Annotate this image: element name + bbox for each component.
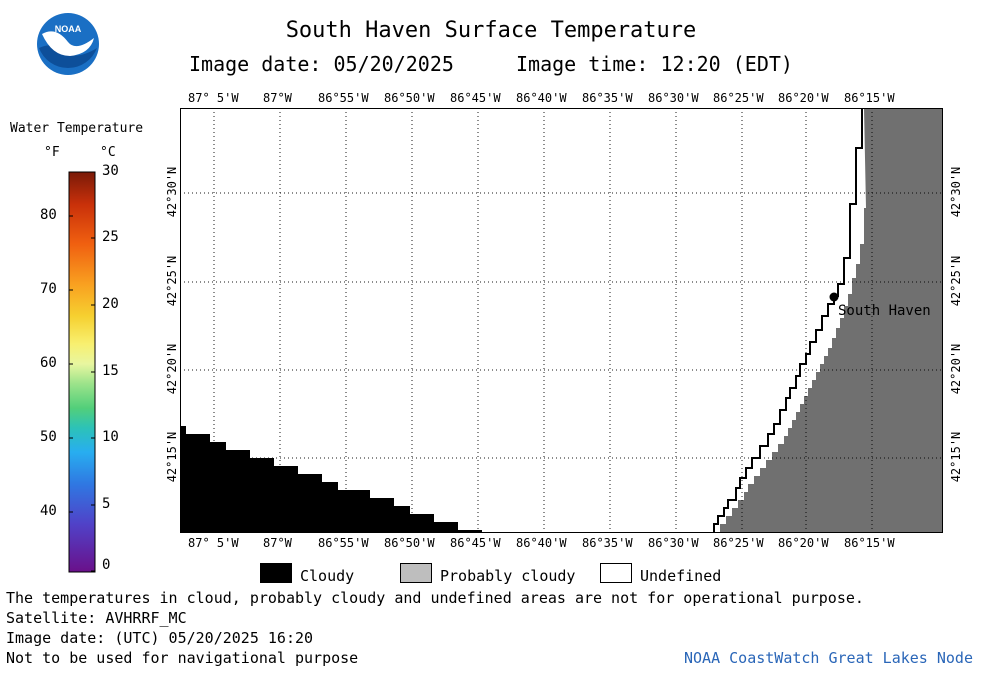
satellite-text: Satellite: AVHRRF_MC xyxy=(6,609,187,627)
cloudy-label: Cloudy xyxy=(300,567,355,585)
longitude-label: 86°30'W xyxy=(648,91,699,105)
longitude-label: 86°50'W xyxy=(384,91,435,105)
undefined-label: Undefined xyxy=(640,567,722,585)
latitude-label: 42°30'N xyxy=(949,166,963,218)
longitude-label: 87° 5'W xyxy=(188,536,239,550)
longitude-label: 86°45'W xyxy=(450,536,501,550)
nav-warning-text: Not to be used for navigational purpose xyxy=(6,649,359,667)
celsius-tick: 25 xyxy=(102,229,119,245)
longitude-label: 87°W xyxy=(263,91,292,105)
longitude-label: 86°55'W xyxy=(318,91,369,105)
celsius-tick: 5 xyxy=(102,496,111,512)
longitude-label: 86°35'W xyxy=(582,91,633,105)
probably-cloudy-swatch xyxy=(400,563,432,583)
longitude-label: 86°55'W xyxy=(318,536,369,550)
celsius-tick: 0 xyxy=(102,557,111,573)
map-panel xyxy=(180,108,944,538)
longitude-label: 86°15'W xyxy=(844,536,895,550)
latitude-label: 42°25'N xyxy=(949,255,963,307)
longitude-label: 86°40'W xyxy=(516,536,567,550)
latitude-label: 42°25'N xyxy=(165,255,179,307)
temperature-colorbar xyxy=(68,170,96,574)
shoreline xyxy=(713,108,863,532)
credit-link[interactable]: NOAA CoastWatch Great Lakes Node xyxy=(684,649,973,667)
map-title: South Haven Surface Temperature xyxy=(285,18,697,43)
undefined-swatch xyxy=(600,563,632,583)
fahrenheit-tick: 80 xyxy=(40,207,57,223)
land-area xyxy=(720,108,943,532)
longitude-label: 86°40'W xyxy=(516,91,567,105)
probably-cloudy-label: Probably cloudy xyxy=(440,567,576,585)
longitude-label: 86°25'W xyxy=(713,91,764,105)
celsius-tick: 20 xyxy=(102,296,119,312)
image-datetime: Image date: 05/20/2025 Image time: 12:20… xyxy=(0,52,982,76)
cloud-mask xyxy=(180,426,482,532)
cloudy-swatch xyxy=(260,563,292,583)
noaa-logo-text: NOAA xyxy=(55,24,82,34)
unit-fahrenheit: °F xyxy=(44,145,60,160)
longitude-label: 86°45'W xyxy=(450,91,501,105)
longitude-label: 87°W xyxy=(263,536,292,550)
latitude-label: 42°20'N xyxy=(949,343,963,395)
celsius-tick: 15 xyxy=(102,363,119,379)
fahrenheit-tick: 70 xyxy=(40,281,57,297)
city-label: South Haven xyxy=(838,303,931,319)
celsius-tick: 30 xyxy=(102,163,119,179)
latitude-label: 42°20'N xyxy=(165,343,179,395)
latitude-label: 42°30'N xyxy=(165,166,179,218)
legend-title: Water Temperature xyxy=(10,121,144,136)
longitude-label: 86°35'W xyxy=(582,536,633,550)
celsius-tick: 10 xyxy=(102,429,119,445)
longitude-label: 87° 5'W xyxy=(188,91,239,105)
longitude-label: 86°30'W xyxy=(648,536,699,550)
latitude-label: 42°15'N xyxy=(949,431,963,483)
noaa-logo: NOAA xyxy=(36,12,100,80)
longitude-label: 86°25'W xyxy=(713,536,764,550)
latitude-label: 42°15'N xyxy=(165,431,179,483)
longitude-label: 86°20'W xyxy=(778,536,829,550)
disclaimer-text: The temperatures in cloud, probably clou… xyxy=(6,589,864,607)
image-time: Image time: 12:20 (EDT) xyxy=(516,52,793,76)
fahrenheit-tick: 40 xyxy=(40,503,57,519)
city-marker xyxy=(829,292,839,302)
utc-date-text: Image date: (UTC) 05/20/2025 16:20 xyxy=(6,629,314,647)
fahrenheit-tick: 60 xyxy=(40,355,57,371)
fahrenheit-tick: 50 xyxy=(40,429,57,445)
longitude-label: 86°20'W xyxy=(778,91,829,105)
unit-celsius: °C xyxy=(100,145,116,160)
longitude-label: 86°50'W xyxy=(384,536,435,550)
longitude-label: 86°15'W xyxy=(844,91,895,105)
image-date: Image date: 05/20/2025 xyxy=(189,52,454,76)
